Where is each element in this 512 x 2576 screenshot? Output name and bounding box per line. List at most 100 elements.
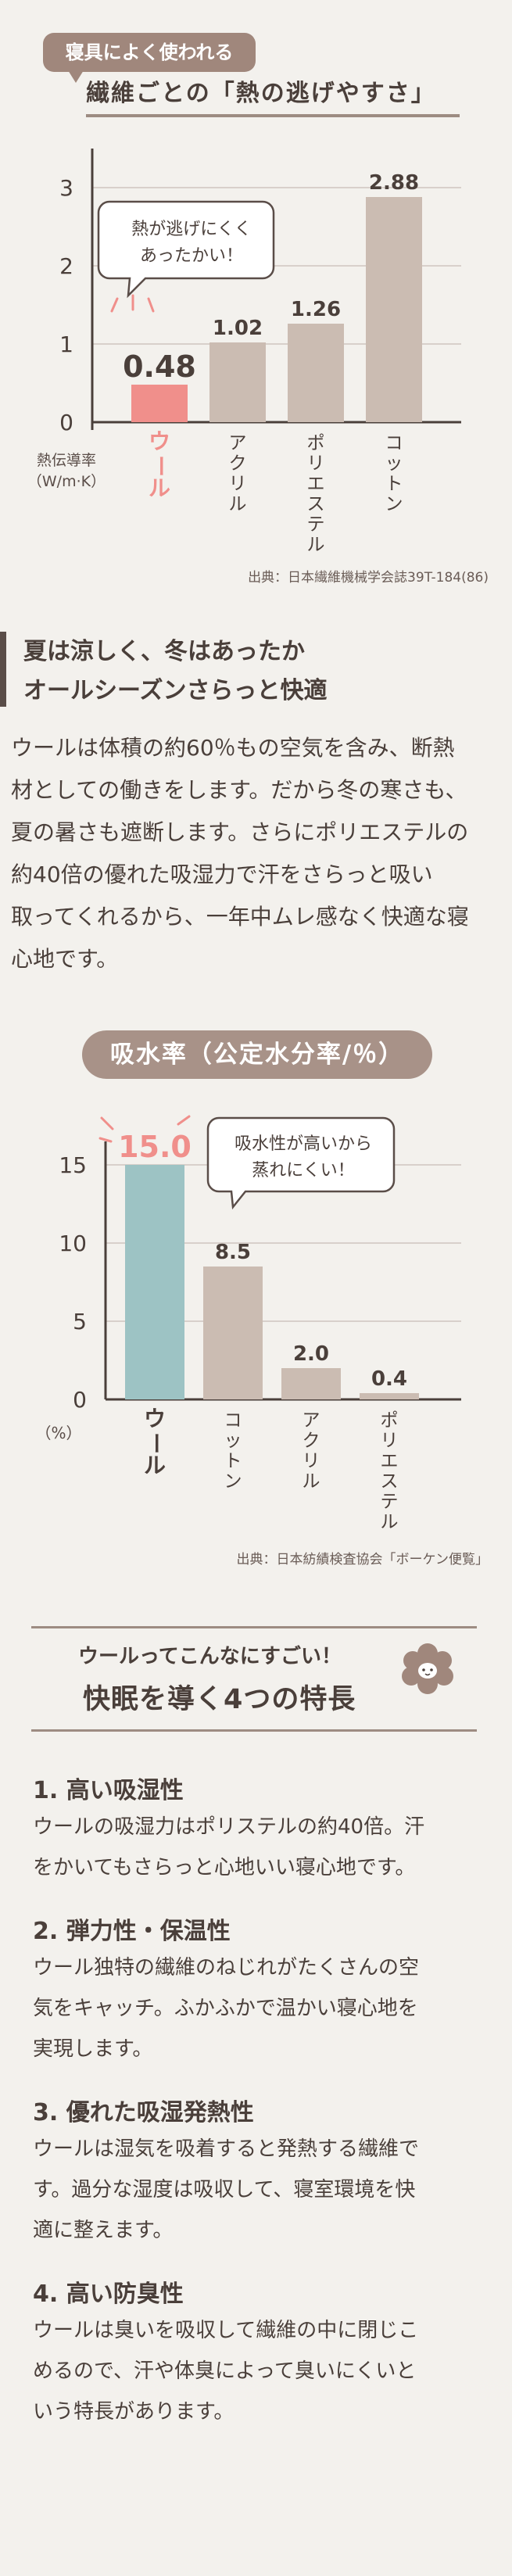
- chart1-emphasis-marks: [110, 294, 155, 313]
- y-tick-label: 0: [73, 1387, 87, 1413]
- feature-body-line: ウールは湿気を吸着すると発熱する繊維で: [33, 2137, 420, 2161]
- feature-body-line: 実現します。: [33, 2037, 153, 2061]
- section-body-line: ウールは体積の約60％もの空気を含み、断熱: [11, 735, 455, 761]
- y-tick-label: 1: [59, 331, 73, 357]
- value-label: 15.0: [118, 1130, 192, 1164]
- value-label: 2.0: [293, 1342, 329, 1366]
- section-accent-bar: [0, 632, 6, 707]
- feature-heading: 3. 優れた吸湿発熱性: [33, 2099, 254, 2126]
- chart1-callout: 熱が逃げにくく あったかい！: [97, 200, 275, 299]
- bar: [131, 385, 188, 422]
- category-label-char: ッ: [385, 453, 403, 474]
- chart2-title: 吸水率（公定水分率/％）: [82, 1030, 432, 1079]
- chart1-title-underline: [86, 114, 460, 117]
- category-label-char: ル: [144, 1453, 166, 1478]
- chart1-tag: 寝具によく使われる: [43, 33, 256, 83]
- section-heading-line1: 夏は涼しく、冬はあったか: [23, 638, 305, 665]
- category-label-char: ン: [224, 1471, 242, 1492]
- category-label-char: リ: [381, 1431, 399, 1451]
- y-tick-label: 2: [59, 253, 73, 279]
- feature-body-line: 気をキャッチ。ふかふかで温かい寝心地を: [33, 1997, 418, 2020]
- feature-body-line: をかいてもさらっと心地いい寝心地です。: [33, 1856, 416, 1879]
- category-label-char: ル: [307, 535, 325, 555]
- chart1-source: 出典：日本繊維機械学会誌39T-184(86): [248, 570, 489, 586]
- feature-body-line: す。過分な湿度は吸収して、寝室環境を快: [33, 2178, 416, 2202]
- y-tick-label: 3: [59, 175, 73, 201]
- bar: [125, 1165, 184, 1399]
- sheep-icon: [402, 1643, 453, 1694]
- category-label-char: ン: [385, 494, 403, 514]
- feature-body-line: めるので、汗や体臭によって臭いにくいと: [33, 2359, 417, 2383]
- chart2-callout-line1: 吸水性が高いから: [235, 1134, 372, 1154]
- section-body-line: 取ってくれるから、一年中ムレ感なく快適な寝: [11, 904, 469, 930]
- chart1-callout-line2: あったかい！: [140, 246, 243, 266]
- chart2-callout-line2: 蒸れにくい！: [252, 1161, 355, 1181]
- features-bottom-rule: [31, 1729, 477, 1732]
- features-subtitle: ウールってこんなにすごい！: [78, 1645, 342, 1668]
- bar: [288, 324, 344, 422]
- category-label-char: ー: [143, 1432, 169, 1454]
- category-label-char: コ: [224, 1410, 242, 1431]
- bar: [360, 1393, 419, 1399]
- category-label-char: ル: [303, 1471, 320, 1492]
- category-label-char: ク: [229, 453, 247, 474]
- category-label-char: リ: [303, 1451, 320, 1471]
- chart2-source: 出典：日本紡績検査協会「ボーケン便覧」: [236, 1552, 489, 1567]
- value-label: 2.88: [369, 171, 419, 195]
- section-body-line: 夏の暑さも遮断します。さらにポリエステルの: [11, 819, 469, 845]
- section-body-line: 心地です。: [11, 946, 119, 972]
- category-label-char: ル: [381, 1512, 399, 1532]
- category-label-char: ル: [229, 494, 247, 514]
- category-label-char: テ: [381, 1492, 399, 1512]
- y-tick-label: 15: [59, 1152, 87, 1178]
- category-label-char: ウ: [149, 428, 170, 454]
- y-tick-label: 0: [59, 410, 73, 435]
- feature-heading: 4. 高い防臭性: [33, 2280, 184, 2308]
- chart1-ylabel-line1: 熱伝導率: [37, 452, 96, 469]
- category-label-char: ア: [303, 1410, 320, 1431]
- category-label-char: ー: [148, 455, 174, 477]
- category-label-char: ト: [224, 1451, 242, 1471]
- chart1-callout-line1: 熱が逃げにくく: [131, 220, 252, 239]
- category-label-char: ル: [149, 475, 170, 501]
- section-body: ウールは体積の約60％もの空気を含み、断熱 材としての働きをします。だから冬の寒さ…: [11, 727, 507, 980]
- category-label-char: ポ: [381, 1410, 399, 1431]
- category-label-char: ト: [385, 474, 403, 494]
- value-label: 1.26: [291, 298, 341, 321]
- feature-body-line: ウールは臭いを吸収して繊維の中に閉じこ: [33, 2319, 419, 2342]
- category-label-char: ア: [229, 433, 247, 453]
- feature-body-line: ウール独特の繊維のねじれがたくさんの空: [33, 1956, 420, 1979]
- feature-body-line: 適に整えます。: [33, 2219, 174, 2242]
- features-top-rule: [31, 1626, 477, 1628]
- category-label-char: コ: [385, 433, 403, 453]
- bar: [366, 197, 422, 422]
- section-heading-line2: オールシーズンさらっと快適: [23, 677, 328, 704]
- category-label-char: エ: [307, 474, 325, 494]
- y-tick-label: 10: [59, 1231, 87, 1256]
- value-label: 0.4: [371, 1367, 407, 1391]
- feature-heading: 2. 弾力性・保温性: [33, 1918, 231, 1945]
- chart1-ylabel-line2: （W/m·K）: [27, 473, 106, 490]
- category-label-char: ウ: [144, 1406, 166, 1431]
- bar: [203, 1267, 263, 1399]
- value-label: 1.02: [213, 317, 263, 340]
- section-body-line: 材としての働きをします。だから冬の寒さも、: [11, 777, 467, 803]
- category-label-char: ク: [303, 1431, 320, 1451]
- feature-body-line: ウールの吸湿力はポリステルの約40倍。汗: [33, 1815, 425, 1839]
- y-tick-label: 5: [73, 1309, 87, 1335]
- category-label-char: ポ: [307, 433, 325, 453]
- category-label-char: リ: [307, 453, 325, 474]
- category-label-char: ッ: [224, 1431, 242, 1451]
- category-label-char: ス: [307, 494, 325, 514]
- chart2-callout: 吸水性が高いから 蒸れにくい！: [206, 1116, 396, 1210]
- section-body-line: 約40倍の優れた吸湿力で汗をさらっと吸い: [11, 862, 433, 887]
- category-label-char: エ: [381, 1451, 399, 1471]
- value-label: 0.48: [123, 349, 196, 384]
- chart2-ylabel: （%）: [35, 1424, 81, 1442]
- category-label-char: テ: [307, 514, 325, 535]
- value-label: 8.5: [215, 1241, 251, 1264]
- bar: [281, 1368, 341, 1399]
- chart1-title: 繊維ごとの「熱の逃げやすさ」: [86, 80, 436, 107]
